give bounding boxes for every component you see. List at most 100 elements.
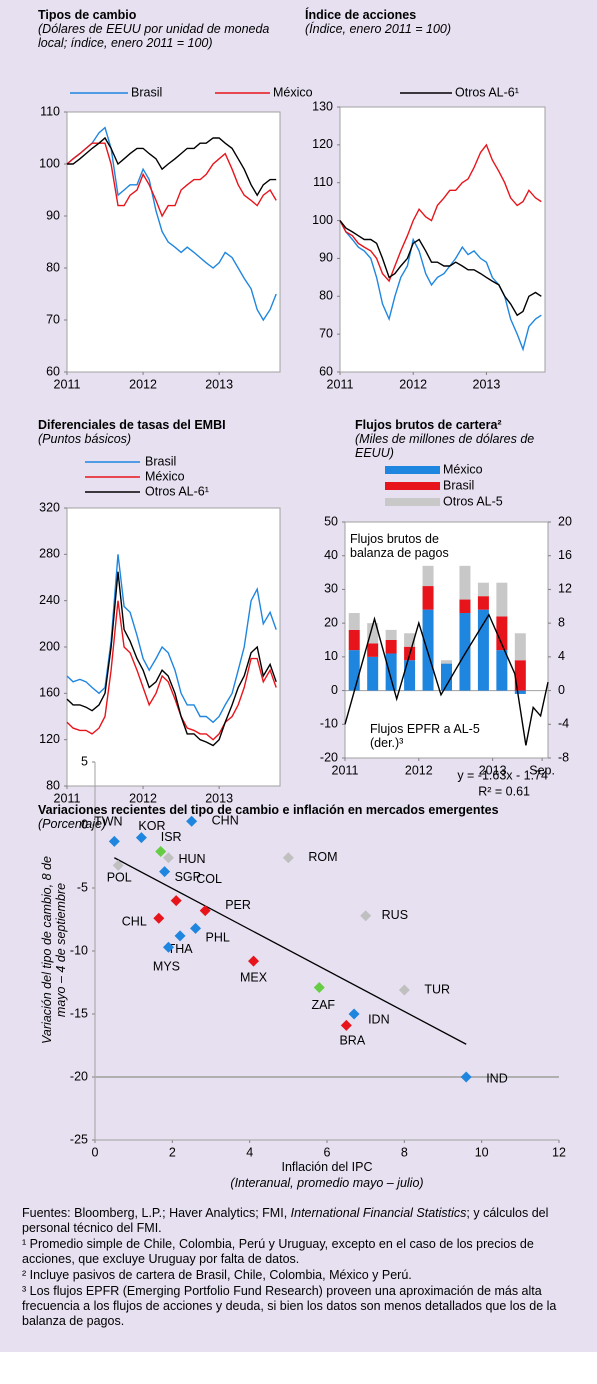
legend-label: Otros AL-6¹	[455, 85, 519, 99]
series-line	[66, 554, 277, 724]
y-tick-label: -5	[77, 880, 88, 894]
bar-segment	[367, 656, 379, 691]
legend-swatch	[385, 498, 440, 506]
bar-segment	[496, 582, 508, 617]
y-tick-label: 110	[40, 104, 60, 118]
series-line	[339, 220, 542, 317]
scatter-point	[135, 832, 147, 844]
legend-label: Brasil	[131, 85, 162, 99]
x-axis-title: Inflación del IPC	[281, 1160, 373, 1174]
x-tick-label: 6	[324, 1145, 331, 1159]
y-tick-label: 0	[331, 683, 338, 697]
y-tick-label: 90	[46, 208, 60, 222]
point-label: ROM	[308, 850, 337, 864]
r-squared: R² = 0.61	[478, 784, 530, 798]
x-tick-label: 2013	[479, 763, 507, 777]
point-label: TUR	[424, 982, 450, 996]
trendline	[114, 857, 467, 1045]
y-tick-label: 200	[39, 639, 60, 653]
bar-segment	[385, 640, 397, 654]
chart-subtitle: (Porcentaje)	[38, 817, 107, 831]
legend-label: Otros AL-5	[443, 494, 503, 508]
y-tick-label: 120	[39, 732, 60, 746]
bar-segment	[441, 660, 452, 664]
scatter-point	[174, 930, 186, 942]
point-label: CHN	[212, 814, 239, 828]
x-tick-label: 2011	[54, 791, 81, 805]
y-tick-label: 50	[324, 514, 338, 528]
y-tick-label: -10	[320, 717, 338, 731]
bar-segment	[514, 690, 526, 694]
bar-segment	[496, 650, 508, 691]
y-tick-label: 110	[313, 175, 333, 189]
y2-tick-label: 16	[558, 548, 572, 562]
y-tick-label: 60	[319, 364, 333, 378]
point-label: BRA	[339, 1034, 365, 1048]
point-label: KOR	[138, 819, 165, 833]
x-tick-label: 2011	[54, 377, 81, 391]
bar-segment	[404, 660, 416, 691]
series-line	[344, 613, 549, 746]
point-label: PHL	[206, 931, 230, 945]
x-tick-label: 12	[552, 1145, 566, 1159]
chart-subtitle: (Puntos básicos)	[38, 432, 132, 446]
x-tick-label: 2012	[399, 377, 427, 391]
x-tick-label: 2011	[327, 377, 354, 391]
y-tick-label: -15	[70, 1006, 88, 1020]
y2-tick-label: -8	[558, 750, 569, 764]
scatter-point	[162, 941, 174, 953]
y-tick-label: 320	[39, 500, 60, 514]
annotation: Flujos brutos de balanza de pagos	[350, 532, 449, 560]
y2-tick-label: 4	[558, 649, 565, 663]
legend-label: México	[273, 85, 313, 99]
y-tick-label: -10	[70, 943, 88, 957]
scatter-point	[159, 866, 171, 878]
scatter-point	[108, 835, 120, 847]
chart-title: Tipos de cambio	[38, 8, 137, 22]
footnote: ¹ Promedio simple de Chile, Colombia, Pe…	[22, 1237, 534, 1266]
chart-header: Tipos de cambio (Dólares de EEUU por unid…	[38, 8, 278, 50]
legend-swatch	[385, 466, 440, 474]
chart-subtitle: (Miles de millones de dólares de EEUU)	[355, 432, 535, 460]
legend-label: Otros AL-6¹	[145, 484, 209, 498]
series-line	[67, 136, 277, 197]
y-tick-label: 10	[324, 649, 338, 663]
point-label: TWN	[94, 815, 122, 829]
chart-subtitle: (Índice, enero 2011 = 100)	[305, 22, 452, 36]
point-label: THA	[168, 942, 194, 956]
chart-subtitle: (Dólares de EEUU por unidad de moneda lo…	[38, 22, 270, 50]
bar-segment	[385, 629, 397, 640]
scatter-point	[248, 955, 260, 967]
y-tick-label: 70	[46, 312, 60, 326]
y-tick-label: -20	[70, 1069, 88, 1083]
point-label: MEX	[240, 970, 268, 984]
scatter-point	[398, 984, 410, 996]
x-tick-label: 2012	[129, 791, 157, 805]
bar-segment	[367, 643, 379, 657]
bar-segment	[422, 586, 434, 610]
y-tick-label: 100	[312, 213, 333, 227]
bar-segment	[348, 650, 360, 691]
series-line	[66, 600, 277, 741]
point-label: POL	[107, 871, 132, 885]
legend-label: Brasil	[443, 478, 474, 492]
y2-tick-label: 8	[558, 615, 565, 629]
x-tick-label: Sep.	[529, 763, 555, 777]
point-label: COL	[196, 872, 222, 886]
bar-segment	[477, 582, 489, 597]
point-label: RUS	[382, 908, 408, 922]
bar-segment	[459, 599, 471, 614]
chart-title: Variaciones recientes del tipo de cambio…	[38, 803, 499, 817]
chart-header: Variaciones recientes del tipo de cambio…	[38, 803, 578, 831]
chart-title: Diferenciales de tasas del EMBI	[38, 418, 226, 432]
point-label: PER	[225, 898, 251, 912]
bar-segment	[514, 660, 526, 691]
y-tick-label: 130	[312, 99, 333, 113]
x-tick-label: 0	[92, 1145, 99, 1159]
x-tick-label: 4	[246, 1145, 253, 1159]
bar-segment	[477, 609, 489, 691]
bar-segment	[348, 629, 360, 651]
bar-segment	[459, 613, 471, 691]
x-tick-label: 2013	[473, 377, 501, 391]
